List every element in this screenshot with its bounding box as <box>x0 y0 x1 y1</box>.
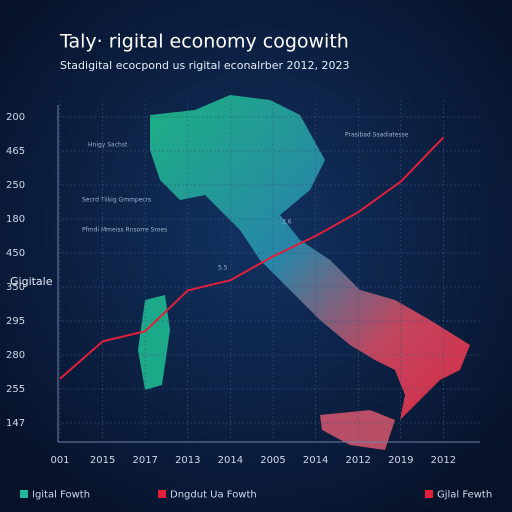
map-sardinia <box>138 295 170 390</box>
y-tick-label: 295 <box>6 316 25 327</box>
y-tick-label: 180 <box>6 214 25 225</box>
x-tick-label: 2015 <box>90 455 115 466</box>
x-tick-label: 2005 <box>260 455 285 466</box>
y-tick-label: 255 <box>6 384 25 395</box>
map-mainland <box>150 95 470 420</box>
x-tick-label: 2014 <box>303 455 328 466</box>
line <box>59 136 445 380</box>
legend-label: Gjlal Fewth <box>437 490 492 501</box>
annotation: Prasibad Ssadiatesse <box>345 132 409 139</box>
chart-title: Taly· rigital economy cogowith <box>59 31 349 53</box>
legend-swatch <box>158 490 166 498</box>
legend-label: Igital Fowth <box>32 490 90 501</box>
y-tick-label: 250 <box>6 180 25 191</box>
x-tick-label: 2012 <box>431 455 456 466</box>
legend-swatch <box>425 490 433 498</box>
x-tick-label: 2014 <box>218 455 243 466</box>
y-tick-label: 147 <box>6 418 25 429</box>
y-tick-label: 465 <box>6 146 25 157</box>
y-tick-label: 450 <box>6 248 25 259</box>
y-tick-label: 200 <box>6 112 25 123</box>
annotation: Secrd Tiikig Gmmpecrs <box>82 197 151 204</box>
legend-swatch <box>20 490 28 498</box>
annotation: 3.6 <box>282 219 292 226</box>
map-sicily <box>320 410 395 450</box>
y-tick-label: 280 <box>6 350 25 361</box>
y-axis-label: Gigitale <box>10 275 53 288</box>
x-tick-label: 2012 <box>345 455 370 466</box>
y-tick-label: 350 <box>6 282 25 293</box>
x-tick-label: 001 <box>50 455 69 466</box>
chart-subtitle: Stadigital ecocpond us rigital econalrbe… <box>60 59 350 72</box>
annotation: Hnigy Sachst <box>88 142 128 149</box>
annotation: Pfmdi Mmeiss Rnsorre Sroes <box>82 227 167 234</box>
annotation: 5.5 <box>218 265 228 272</box>
x-tick-label: 2013 <box>175 455 200 466</box>
x-tick-label: 2017 <box>132 455 157 466</box>
legend-label: Dngdut Ua Fowth <box>170 490 257 501</box>
x-tick-label: 2019 <box>388 455 413 466</box>
